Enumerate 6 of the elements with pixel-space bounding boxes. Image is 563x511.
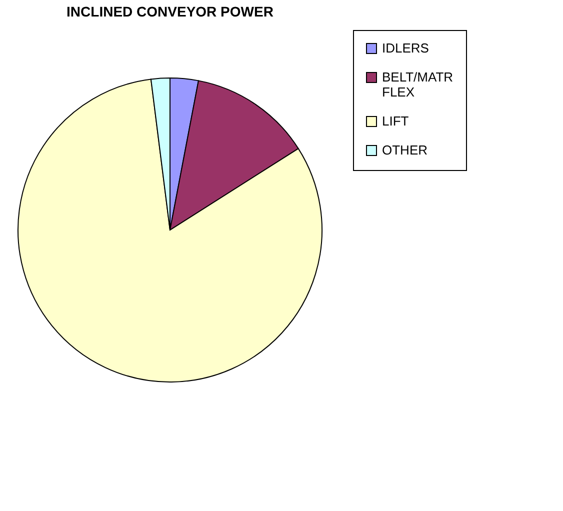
legend-label: OTHER xyxy=(382,142,428,158)
chart-title: INCLINED CONVEYOR POWER xyxy=(66,4,274,20)
legend-label: LIFT xyxy=(382,114,409,128)
legend-label: BELT/MATR FLEX xyxy=(382,70,454,100)
legend-label: IDLERS xyxy=(382,40,430,56)
pie-slice xyxy=(18,78,322,382)
